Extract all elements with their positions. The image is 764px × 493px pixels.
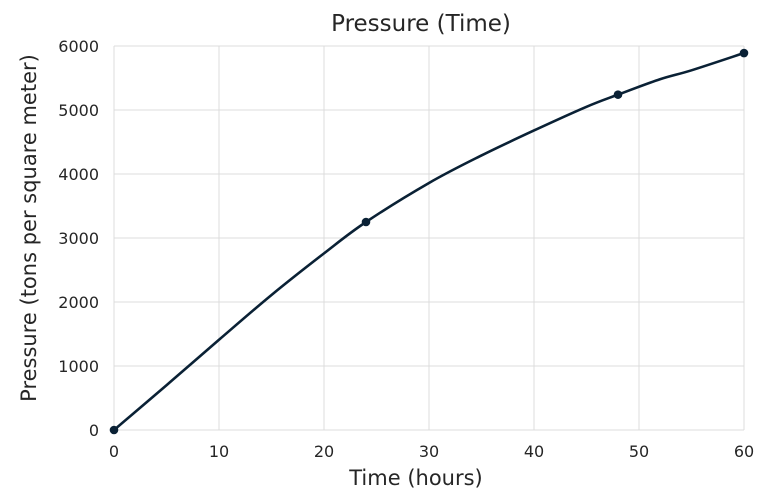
x-tick-label: 50 bbox=[629, 442, 649, 461]
x-tick-label: 60 bbox=[734, 442, 754, 461]
y-tick-label: 1000 bbox=[58, 357, 99, 376]
y-tick-label: 4000 bbox=[58, 165, 99, 184]
x-tick-label: 0 bbox=[109, 442, 119, 461]
data-point bbox=[109, 425, 119, 435]
x-axis-label: Time (hours) bbox=[348, 466, 483, 490]
y-tick-label: 6000 bbox=[58, 37, 99, 56]
series-layer bbox=[109, 48, 749, 435]
x-tick-label: 40 bbox=[524, 442, 544, 461]
data-point bbox=[613, 90, 623, 99]
data-point bbox=[739, 48, 749, 58]
y-axis-label: Pressure (tons per square meter) bbox=[17, 54, 41, 402]
y-tick-label: 3000 bbox=[58, 229, 99, 248]
y-tick-label: 5000 bbox=[58, 101, 99, 120]
series-line bbox=[112, 51, 746, 432]
y-tick-label: 0 bbox=[89, 421, 99, 440]
y-tick-label: 2000 bbox=[58, 293, 99, 312]
x-tick-label: 20 bbox=[314, 442, 334, 461]
x-tick-label: 10 bbox=[209, 442, 229, 461]
data-point bbox=[361, 217, 371, 227]
chart-title: Pressure (Time) bbox=[331, 11, 511, 37]
gridlines bbox=[113, 45, 745, 431]
x-tick-label: 30 bbox=[419, 442, 439, 461]
y-tick-labels: 0 1000 2000 3000 4000 5000 6000 bbox=[58, 37, 99, 440]
x-tick-labels: 0 10 20 30 40 50 60 bbox=[109, 442, 754, 461]
